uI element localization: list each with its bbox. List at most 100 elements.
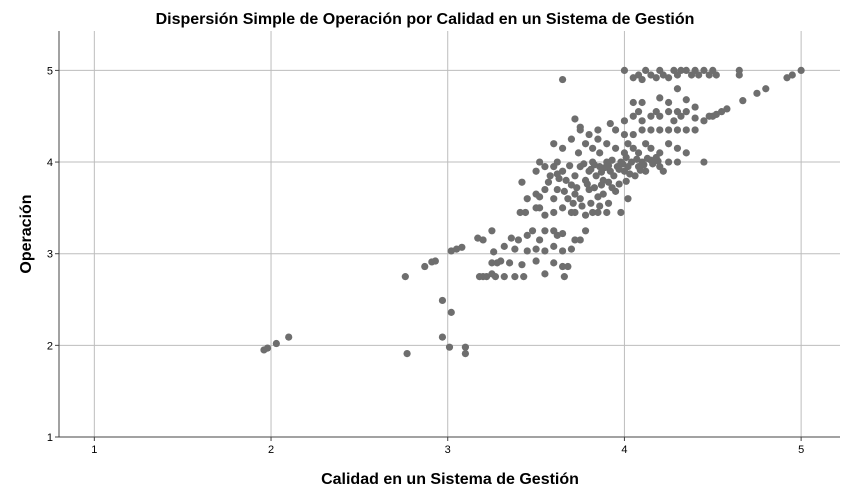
- data-point: [285, 333, 293, 341]
- data-point: [536, 204, 544, 212]
- data-point: [735, 66, 743, 75]
- data-point: [272, 339, 280, 348]
- data-point: [590, 184, 598, 192]
- data-point: [642, 66, 650, 75]
- data-point: [695, 71, 703, 79]
- data-point: [594, 135, 602, 143]
- data-point: [608, 184, 616, 192]
- data-point: [670, 117, 678, 125]
- data-point: [603, 208, 611, 217]
- data-point: [665, 74, 673, 82]
- data-point: [520, 273, 528, 281]
- data-point: [558, 229, 567, 238]
- data-point: [677, 112, 685, 120]
- data-point: [558, 144, 567, 152]
- data-point: [438, 296, 447, 305]
- data-point: [401, 273, 409, 281]
- data-point: [587, 199, 595, 207]
- data-point: [654, 157, 662, 165]
- data-point: [700, 66, 708, 75]
- data-point: [610, 172, 618, 180]
- data-point: [649, 160, 657, 168]
- data-point: [665, 108, 673, 116]
- data-point: [673, 126, 682, 134]
- data-point: [523, 231, 531, 239]
- data-point: [491, 273, 500, 281]
- data-point: [571, 236, 579, 244]
- data-point: [558, 247, 567, 255]
- data-point: [567, 181, 576, 189]
- data-point: [638, 126, 646, 134]
- data-point: [611, 144, 620, 152]
- data-point: [677, 66, 685, 75]
- data-point: [629, 74, 637, 82]
- data-point: [665, 140, 673, 148]
- data-point: [488, 227, 496, 235]
- data-point: [560, 187, 568, 195]
- data-point: [589, 144, 597, 152]
- data-point: [620, 117, 629, 125]
- data-point: [558, 204, 567, 212]
- data-point: [518, 261, 526, 269]
- data-point: [532, 167, 540, 175]
- data-point: [581, 227, 590, 235]
- data-point: [656, 112, 664, 120]
- y-tick-label-5: 5: [47, 65, 53, 77]
- data-point: [571, 115, 579, 123]
- data-point: [634, 149, 643, 157]
- data-point: [458, 243, 466, 251]
- data-point: [647, 71, 655, 79]
- data-point: [723, 105, 731, 113]
- x-tick-label-1: 1: [91, 444, 97, 456]
- data-point: [445, 343, 454, 351]
- data-point: [553, 158, 561, 166]
- data-point: [536, 193, 544, 201]
- data-point: [564, 195, 572, 203]
- data-point: [541, 270, 549, 278]
- data-point: [652, 74, 660, 82]
- x-axis-label: Calidad en un Sistema de Gestión: [321, 471, 579, 488]
- x-tick-label-2: 2: [268, 444, 274, 456]
- data-point: [483, 273, 491, 281]
- data-point: [624, 140, 632, 148]
- data-point: [604, 178, 613, 186]
- data-point: [536, 158, 544, 166]
- data-point: [606, 119, 614, 128]
- data-point: [581, 140, 590, 148]
- y-tick-label-4: 4: [47, 157, 53, 169]
- data-point: [594, 193, 602, 201]
- data-point: [638, 98, 646, 107]
- data-point: [438, 333, 447, 341]
- data-point: [638, 117, 646, 125]
- data-point: [665, 98, 673, 107]
- data-point: [511, 273, 519, 281]
- data-point: [546, 172, 554, 180]
- data-point: [629, 144, 637, 152]
- data-point: [528, 227, 537, 235]
- data-point: [558, 167, 567, 175]
- data-point: [682, 126, 690, 134]
- data-point: [550, 140, 558, 148]
- data-points: [260, 66, 805, 358]
- data-point: [656, 94, 664, 102]
- data-point: [564, 262, 572, 271]
- data-point: [507, 234, 515, 242]
- x-tick-label-3: 3: [445, 444, 451, 456]
- data-point: [403, 350, 411, 358]
- data-point: [431, 257, 439, 265]
- data-point: [541, 185, 549, 194]
- data-point: [263, 344, 272, 352]
- data-point: [797, 66, 805, 75]
- data-point: [656, 149, 664, 157]
- data-point: [622, 153, 630, 162]
- data-point: [505, 259, 514, 267]
- data-point: [592, 172, 600, 180]
- data-point: [544, 178, 553, 186]
- data-point: [576, 195, 584, 203]
- data-point: [558, 75, 567, 84]
- data-point: [619, 160, 627, 168]
- data-point: [599, 190, 607, 198]
- data-point: [558, 262, 567, 271]
